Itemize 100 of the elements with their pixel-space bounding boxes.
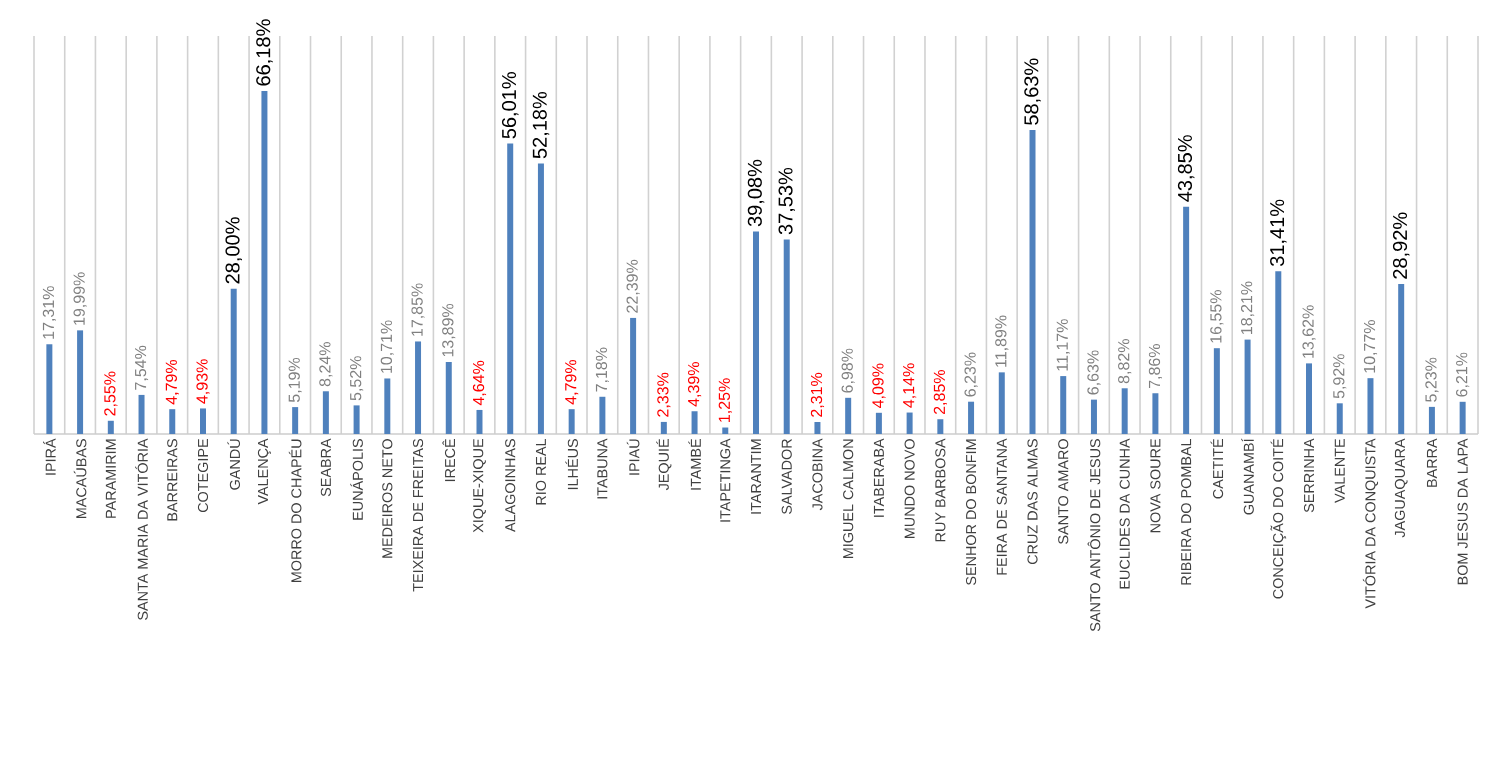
x-tick-label: EUCLIDES DA CUNHA [1119,438,1130,589]
bar [783,239,790,434]
bar [169,409,176,434]
bar [1060,376,1067,434]
data-label: 4,64% [472,360,487,406]
x-tick-label: SALVADOR [781,439,792,515]
bar [46,344,53,434]
data-label: 10,71% [380,320,394,373]
data-label: 5,23% [1425,357,1439,402]
bar [1121,388,1128,434]
data-label: 5,92% [1333,354,1347,399]
data-label: 8,24% [319,342,333,387]
x-tick-label: BARRA [1426,438,1437,487]
x-tick-label: GANDÚ [227,439,240,490]
x-tick-label: IPIRÁ [43,438,56,475]
bar [753,231,759,434]
x-tick-label: ILHÉUS [565,439,578,490]
x-tick-label: GUANAMBÍ [1241,438,1254,515]
bar [1275,271,1282,434]
data-label: 37,53% [778,167,795,235]
x-tick-label: PARAMIRIM [105,439,116,518]
bar [1213,348,1220,434]
x-tick-label: CRUZ DAS ALMAS [1027,439,1038,565]
bar [630,317,637,434]
x-tick-label: JACOBINA [812,438,823,511]
x-tick-label: IRECÊ [442,439,456,482]
bar [1090,399,1097,434]
data-label: 2,33% [657,372,671,417]
x-tick-label: IPIAÚ [626,439,640,475]
data-label: 11,89% [995,315,1009,367]
data-label: 56,01% [501,72,519,139]
bar [507,143,514,434]
data-label: 10,77% [1363,320,1378,373]
x-tick-label: MUNDO NOVO [904,439,915,539]
bar [968,401,975,434]
data-label: 5,19% [288,357,302,403]
bar [1336,403,1343,434]
x-tick-label: FEIRA DE SANTANA [996,438,1007,575]
bar [537,163,544,434]
data-label: 4,09% [872,363,886,409]
data-label: 4,93% [196,359,210,404]
bar [261,90,268,434]
x-tick-label: CONCEIÇÃO DO COITÉ [1270,439,1287,599]
bar [875,412,882,434]
x-tick-label: ITAPETINGA [720,438,731,522]
data-label: 19,99% [73,272,87,325]
x-tick-label: JAGUAQUARA [1394,438,1408,538]
data-label: 7,18% [595,347,609,392]
x-tick-label: ITAMBÉ [688,439,701,490]
data-label: 43,85% [1177,135,1195,202]
bar [1029,130,1036,434]
bar [1398,284,1405,434]
bar [199,408,206,434]
data-label: 17,31% [42,286,56,339]
bar [998,372,1005,434]
data-label: 39,08% [747,159,765,227]
bar [138,394,145,434]
data-label: 6,23% [964,352,978,397]
bar [1183,206,1190,434]
bar [814,422,821,434]
x-tick-label: BOM JESUS DA LAPA [1457,438,1468,585]
x-tick-label: ITABERABA [873,438,884,517]
x-tick-label: JEQUIÉ [656,439,672,491]
x-tick-label: ITABUNA [597,438,608,499]
x-tick-label: SANTO ANTÔNIO DE JESUS [1087,439,1101,632]
bar [599,396,606,434]
bar [230,288,237,434]
data-label: 13,89% [442,303,456,357]
data-label: 52,18% [532,91,550,159]
bar [1428,406,1435,434]
x-tick-label: SERRINHA [1303,438,1315,513]
x-tick-label: MEDEIROS NETO [382,439,393,558]
x-tick-label: EUNÁPOLIS [350,439,363,520]
bar [568,409,575,434]
x-tick-label: SENHOR DO BONFIM [965,439,977,585]
data-label: 28,92% [1392,212,1410,279]
data-label: 58,63% [1024,58,1041,125]
bar [322,391,329,434]
bar [845,397,852,434]
data-label: 2,55% [104,371,118,416]
bar [415,341,422,434]
data-label: 5,52% [349,356,364,401]
x-tick-label: COTEGIPE [197,439,209,513]
x-tick-label: MORRO DO CHAPÉU [288,439,302,583]
x-tick-label: ITARANTIM [751,439,761,514]
data-label: 22,39% [626,259,640,313]
bar [1459,401,1466,434]
data-label: 7,54% [134,345,149,390]
x-tick-label: SANTO AMARO [1058,439,1069,544]
data-label: 17,85% [411,283,425,336]
data-label: 66,18% [256,19,273,86]
x-tick-label: NOVA SOURE [1150,439,1161,533]
bar [292,407,299,434]
bar [660,421,667,434]
data-label: 4,79% [165,359,179,405]
x-tick-label: BARREIRAS [167,439,178,521]
bar [107,420,114,434]
bar [722,427,729,434]
x-tick-label: VALENÇA [257,438,271,505]
x-tick-label: MIGUEL CALMON [843,439,854,559]
